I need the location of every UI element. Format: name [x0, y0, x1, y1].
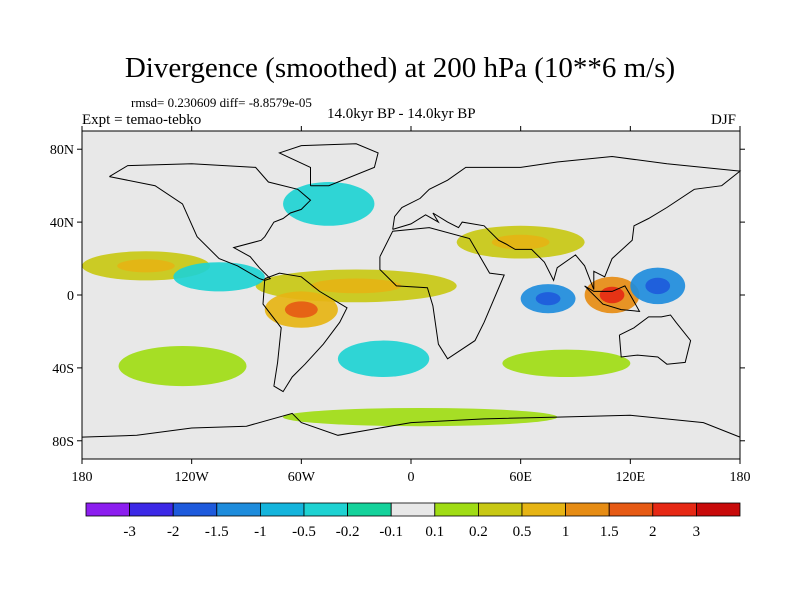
colorbar-box-7	[390, 502, 436, 517]
x-tick-label-0: 180	[72, 470, 93, 485]
y-tick-label-3: 40S	[52, 362, 74, 377]
y-tick-label-0: 80N	[50, 143, 74, 158]
colorbar-box-8	[434, 502, 479, 517]
field-region-11	[502, 349, 631, 378]
field-core-3	[284, 301, 318, 318]
colorbar-label-5: -0.2	[336, 524, 360, 540]
colorbar-box-4	[259, 502, 305, 517]
colorbar-label-7: 0.1	[425, 524, 444, 540]
x-tick-label-1: 120W	[175, 470, 210, 485]
colorbar-label-0: -3	[123, 524, 136, 540]
colorbar-box-3	[216, 502, 261, 517]
season-label: DJF	[711, 112, 737, 128]
field-region-8	[283, 182, 375, 226]
colorbar-label-6: -0.1	[379, 524, 403, 540]
coastline-australia	[618, 314, 692, 365]
colorbar-label-4: -0.5	[292, 524, 316, 540]
field-region-12	[283, 407, 558, 427]
colorbar-box-6	[347, 502, 392, 517]
chart-title: Divergence (smoothed) at 200 hPa (10**6 …	[124, 52, 676, 84]
field-region-10	[337, 340, 430, 377]
colorbar-label-12: 2	[649, 524, 657, 540]
coastline-north-america	[109, 163, 312, 281]
colorbar-label-8: 0.2	[469, 524, 488, 540]
colorbar-label-13: 3	[693, 524, 701, 540]
y-tick-label-2: 0	[67, 289, 74, 304]
colorbar-box-14	[696, 502, 741, 517]
colorbar-box-1	[129, 502, 174, 517]
colorbar-box-11	[565, 502, 610, 517]
colorbar-box-9	[477, 502, 523, 517]
field-core-5	[599, 286, 625, 304]
field-core-4	[535, 292, 561, 306]
colorbar-box-2	[172, 502, 218, 517]
period-label: 14.0kyr BP - 14.0kyr BP	[327, 106, 476, 122]
coastline-antarctica	[81, 412, 741, 438]
colorbar-box-13	[652, 502, 697, 517]
colorbar-box-5	[303, 502, 348, 517]
coastline-africa	[379, 227, 505, 360]
x-tick-label-6: 180	[730, 470, 751, 485]
field-core-1	[117, 259, 175, 273]
colorbar-box-10	[521, 502, 566, 517]
coastline-eurasia	[392, 155, 742, 290]
x-tick-label-2: 60W	[288, 470, 316, 485]
colorbar-label-2: -1.5	[205, 524, 229, 540]
y-tick-label-1: 40N	[50, 216, 74, 231]
colorbar-label-10: 1	[562, 524, 570, 540]
colorbar-label-3: -1	[254, 524, 267, 540]
x-tick-label-5: 120E	[616, 470, 646, 485]
x-tick-label-3: 0	[408, 470, 415, 485]
rmsd-diff-stats: rmsd= 0.230609 diff= -8.8579e-05	[131, 95, 312, 110]
coastline-indonesia	[584, 285, 641, 312]
y-tick-label-4: 80S	[52, 435, 74, 450]
x-tick-label-4: 60E	[509, 470, 532, 485]
colorbar-label-1: -2	[167, 524, 180, 540]
field-core-7	[491, 234, 550, 250]
colorbar-label-9: 0.5	[513, 524, 532, 540]
coastline-south-america	[262, 272, 348, 393]
field-core-0	[310, 278, 402, 294]
colorbar-label-11: 1.5	[600, 524, 619, 540]
colorbar-box-0	[85, 502, 130, 517]
field-region-2	[173, 262, 265, 292]
field-region-9	[118, 346, 247, 387]
field-core-6	[645, 277, 671, 295]
coastline-greenland	[278, 143, 379, 187]
colorbar-box-12	[608, 502, 654, 517]
experiment-label: Expt = temao-tebko	[82, 112, 202, 128]
